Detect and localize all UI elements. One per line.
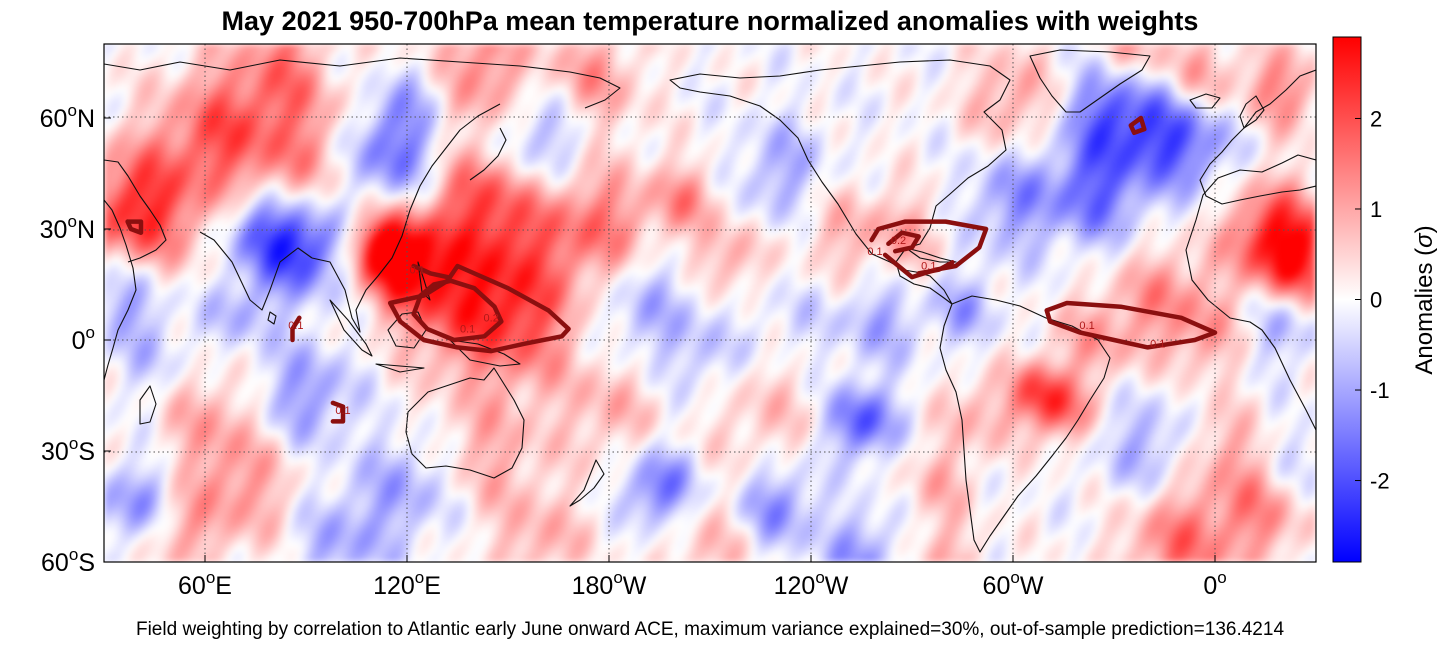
coastline-srilanka	[267, 311, 277, 325]
plot-area: 0.1 0.2 0.1 0.1 0.1 0.1 0.2 0.1 0.1 0.1	[104, 44, 1316, 562]
coastline-japan	[469, 127, 507, 181]
coastline-sumatra	[329, 299, 373, 357]
coastline-java	[375, 363, 425, 373]
coastline-britain	[1239, 95, 1265, 129]
coastline-north-america	[669, 59, 1011, 305]
weight-contour-label: 0.1	[409, 264, 424, 276]
weight-contour-4	[290, 315, 302, 343]
colorbar-tick-label: 1	[1370, 197, 1382, 222]
coastline-siberia	[104, 57, 621, 109]
weight-contour-label: 0.1	[1079, 320, 1094, 332]
y-tick-label: 30oN	[40, 212, 95, 244]
coastline-africa-east	[104, 199, 137, 381]
weight-contour-12	[125, 219, 144, 235]
y-tick-label: 60oS	[41, 545, 95, 577]
coastline-greenland	[1029, 49, 1151, 113]
y-tick-label: 30oS	[41, 434, 95, 466]
weight-contour-label: 0.1	[288, 320, 303, 332]
coastline-philippines	[417, 261, 431, 301]
x-tick-label: 120oW	[774, 568, 849, 600]
colorbar-tick-label: -1	[1370, 378, 1390, 403]
coastline-europe	[1199, 69, 1316, 205]
y-tick-label: 0o	[72, 323, 95, 355]
weight-contour-3	[411, 263, 450, 280]
coastline-cuba	[905, 247, 957, 263]
x-tick-label: 120oE	[373, 568, 441, 600]
anomaly-field	[104, 44, 1316, 562]
weight-contour-label: 0.2	[484, 313, 499, 325]
colorbar: 2 1 0 -1 -2 Anomalies (σ)	[1332, 36, 1438, 563]
coastline-arabia	[104, 159, 167, 263]
x-tick-label: 60oE	[178, 568, 232, 600]
coastline-india	[199, 231, 313, 311]
weight-contour-9	[1044, 300, 1218, 350]
weight-contour-label: 0.2	[891, 235, 906, 247]
weight-contour-label: 0.1	[1150, 338, 1165, 350]
coastline-madagascar	[139, 385, 157, 425]
weight-contour-8	[916, 260, 955, 276]
weight-contour-label: 0.1	[921, 261, 936, 273]
coastline-newzealand	[569, 459, 605, 507]
weight-contour-5	[330, 400, 346, 424]
weight-contour-6	[869, 219, 989, 280]
colorbar-tick-label: 0	[1370, 288, 1382, 313]
y-tick-label: 60oN	[40, 101, 95, 133]
colorbar-label: Anomalies (σ)	[1411, 225, 1438, 374]
x-axis-ticks: 60oE 120oE 180oW 120oW 60oW 0o	[178, 555, 1227, 600]
x-tick-label: 0o	[1203, 568, 1226, 600]
weight-contours: 0.1 0.2 0.1 0.1 0.1 0.1 0.2 0.1 0.1 0.1	[125, 115, 1218, 424]
colorbar-label-close: )	[1411, 225, 1438, 233]
colorbar-tick-label: -2	[1370, 469, 1390, 494]
lat-lon-grid	[104, 44, 1316, 562]
chart-title: May 2021 950-700hPa mean temperature nor…	[222, 6, 1199, 36]
coastline-iceland	[1189, 93, 1221, 109]
anomaly-raster	[104, 44, 1316, 562]
colorbar-label-sigma: σ	[1411, 232, 1438, 248]
coastlines	[104, 49, 1316, 553]
figure-caption: Field weighting by correlation to Atlant…	[136, 619, 1284, 640]
weight-contour-label: 0.1	[867, 246, 882, 258]
coastline-australia	[405, 367, 525, 479]
weight-contour-11	[1128, 115, 1147, 136]
colorbar-tick-label: 2	[1370, 106, 1382, 131]
weight-contour-label: 0.1	[460, 324, 475, 336]
x-tick-label: 180oW	[572, 568, 647, 600]
colorbar-label-text: Anomalies (	[1411, 248, 1438, 375]
coastline-africa-west	[1185, 154, 1316, 431]
weight-contour-label: 0.1	[335, 405, 350, 417]
coastline-newguinea	[449, 339, 521, 367]
coastline-south-america	[939, 295, 1111, 553]
weight-contour-2	[411, 278, 504, 343]
colorbar-ticks: 2 1 0 -1 -2	[1355, 106, 1390, 494]
weight-contour-7	[886, 230, 921, 254]
coastline-se-asia	[311, 103, 501, 333]
plot-frame	[103, 43, 1317, 563]
x-tick-label: 60oW	[983, 568, 1044, 600]
y-axis-ticks: 60oN 30oN 0o 30oS 60oS	[40, 101, 111, 577]
